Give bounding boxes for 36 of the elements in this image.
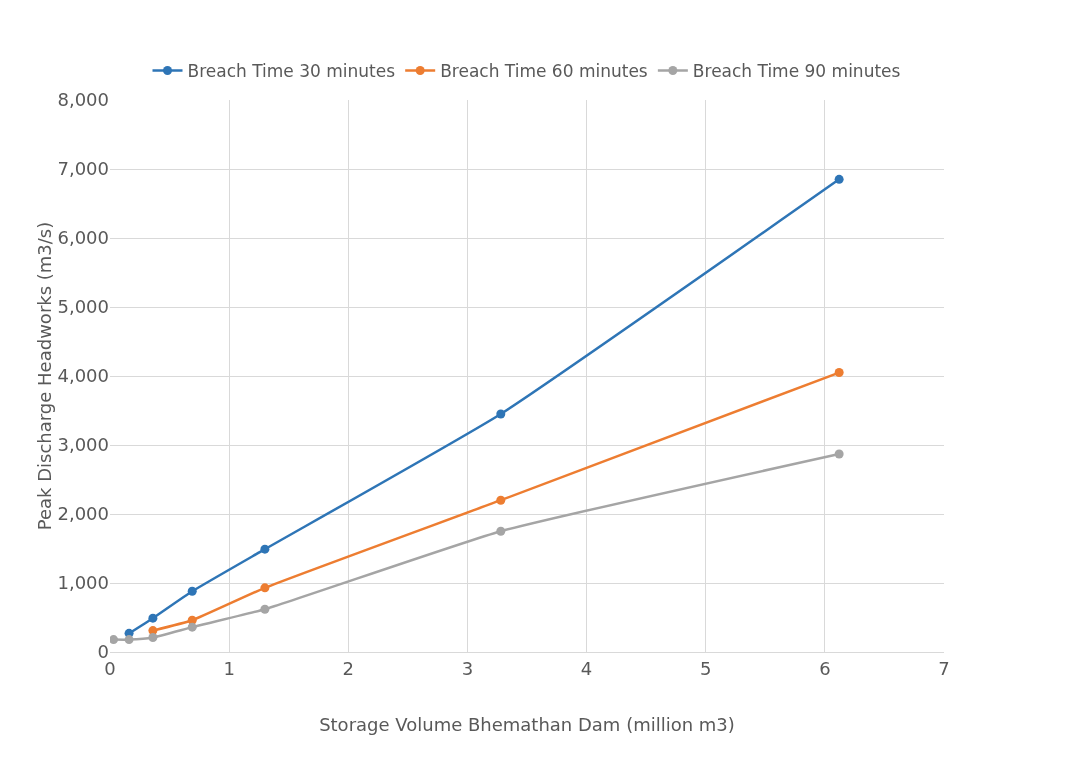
point — [496, 495, 506, 505]
x-tick-label: 2 — [342, 657, 355, 679]
y-tick-label: 1,000 — [57, 572, 109, 594]
y-axis-title: Peak Discharge Headworks (m3/s) — [34, 221, 56, 531]
point — [260, 544, 270, 554]
point — [124, 635, 134, 645]
x-tick-label: 7 — [938, 657, 950, 679]
y-tick-label: 0 — [97, 641, 109, 663]
y-tick-label: 2,000 — [57, 503, 109, 525]
point — [496, 526, 506, 536]
x-tick-label: 4 — [580, 657, 593, 679]
y-tick-label: 6,000 — [57, 227, 109, 249]
point — [834, 449, 844, 459]
y-tick-label: 8,000 — [57, 89, 109, 111]
legend-label: Breach Time 90 minutes — [692, 61, 901, 82]
y-tick-label: 7,000 — [57, 158, 109, 180]
point — [496, 409, 506, 419]
point — [148, 633, 158, 643]
point — [148, 613, 158, 623]
legend-label: Breach Time 30 minutes — [187, 61, 396, 82]
y-tick-label: 3,000 — [57, 434, 109, 456]
legend-label: Breach Time 60 minutes — [440, 61, 648, 82]
point — [834, 368, 844, 378]
point — [187, 622, 197, 632]
x-tick-label: 1 — [223, 657, 235, 679]
y-tick-label: 5,000 — [57, 296, 109, 318]
point — [260, 604, 270, 614]
x-tick-label: 6 — [819, 657, 831, 679]
point — [110, 635, 119, 645]
x-axis-title: Storage Volume Bhemathan Dam (million m3) — [319, 713, 735, 735]
y-tick-label: 4,000 — [57, 365, 109, 387]
point — [834, 174, 844, 184]
x-tick-label: 5 — [699, 657, 712, 679]
point — [260, 583, 270, 593]
x-tick-label: 3 — [461, 657, 474, 679]
point — [187, 586, 197, 596]
